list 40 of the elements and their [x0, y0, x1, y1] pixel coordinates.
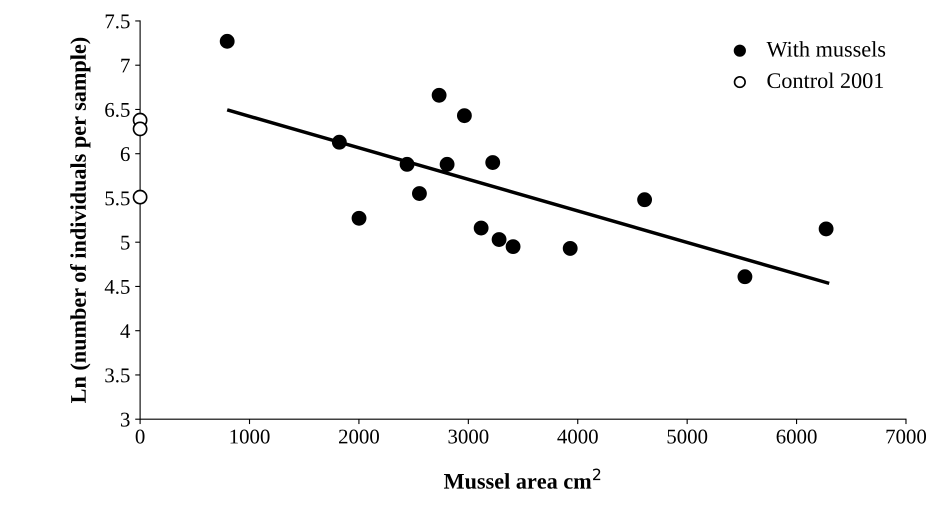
point: [562, 240, 578, 256]
point: [738, 269, 752, 284]
point: [456, 108, 472, 124]
point: [485, 155, 500, 170]
point: [132, 190, 148, 204]
x-tick-label: 0: [136, 430, 145, 444]
point: [400, 156, 414, 172]
x-tick-label: 2000: [339, 430, 379, 444]
y-tick-label: 4: [120, 324, 130, 338]
x-tick-label: 6000: [776, 430, 817, 444]
point: [412, 186, 427, 201]
x-tick-label: 5000: [668, 430, 708, 444]
x-tick-label: 7000: [886, 430, 926, 444]
point: [220, 34, 235, 49]
point: [818, 222, 834, 236]
y-tick-label: 6.5: [105, 102, 130, 117]
point: [352, 210, 366, 226]
y-tick-label: 7: [121, 58, 130, 72]
point: [492, 232, 506, 247]
x-axis-title: Mussel area cm$^{2}$: [444, 468, 600, 489]
point: [506, 239, 521, 254]
legend-label: With mussels: [766, 41, 886, 57]
point: [332, 134, 347, 150]
x-tick-label: 1000: [230, 430, 270, 444]
y-tick-label: 5: [121, 236, 130, 250]
y-tick-label: 4.5: [104, 280, 130, 294]
x-tick-label: 3000: [448, 430, 488, 444]
y-tick-label: 5.5: [106, 192, 130, 206]
point: [637, 192, 652, 208]
legend-label: Control 2001: [767, 72, 884, 88]
y-axis-title: Ln (number of individuals per sample): [70, 38, 90, 403]
point: [474, 220, 489, 236]
point: [132, 122, 148, 136]
point: [440, 156, 455, 172]
y-tick-label: 3: [120, 412, 130, 427]
y-tick-label: 6: [120, 147, 130, 162]
point: [432, 88, 447, 103]
y-tick-label: 7.5: [106, 14, 130, 28]
x-tick-label: 4000: [557, 430, 598, 444]
y-tick-label: 3.5: [105, 368, 130, 382]
